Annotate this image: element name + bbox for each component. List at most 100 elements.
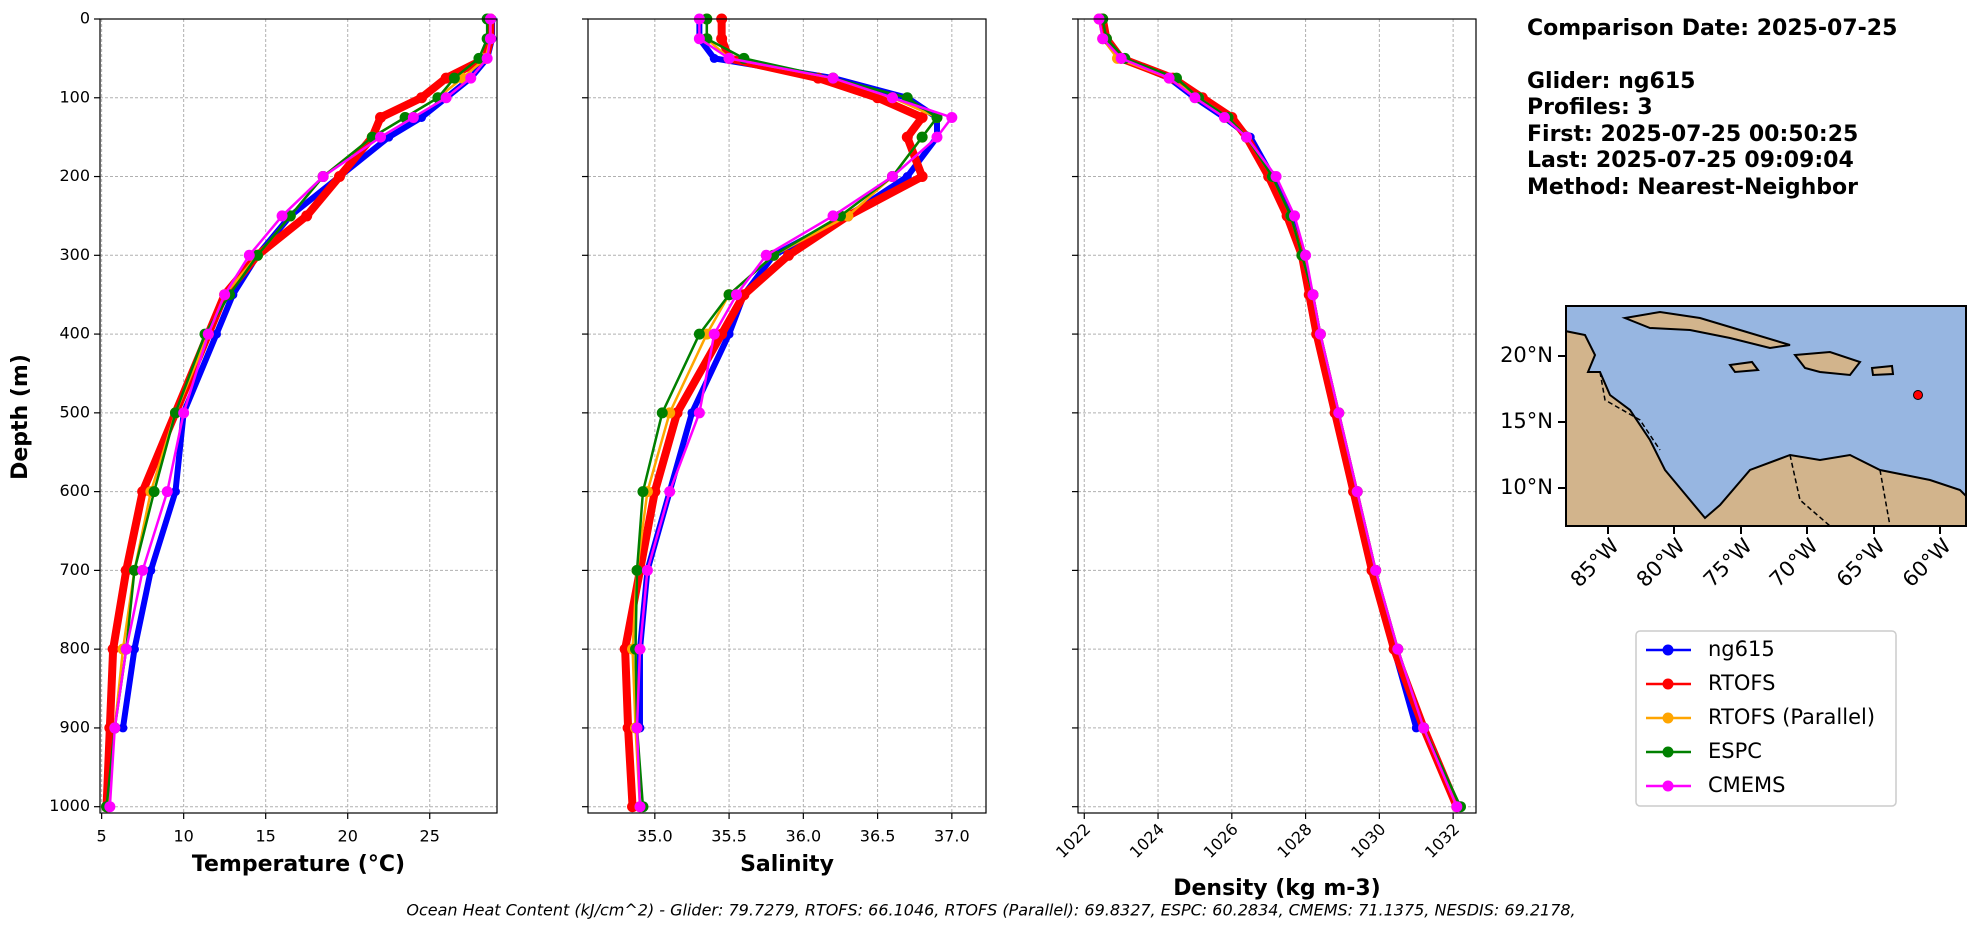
- profile-marker: [465, 72, 477, 84]
- profile-marker: [416, 92, 428, 104]
- x-tick-label: 20: [338, 827, 358, 846]
- y-axis-label: Depth (m): [8, 354, 33, 480]
- info-line: Comparison Date: 2025-07-25: [1527, 16, 1897, 41]
- profile-marker: [1451, 801, 1463, 813]
- profile-marker: [1300, 249, 1312, 261]
- y-tick-label: 300: [59, 245, 90, 264]
- x-tick-label: 1026: [1200, 820, 1242, 862]
- profile-marker: [1097, 33, 1109, 45]
- profile-marker: [109, 722, 121, 734]
- profile-marker: [641, 564, 653, 576]
- profile-marker: [782, 249, 794, 261]
- profile-marker: [693, 407, 705, 419]
- profile-marker: [161, 486, 173, 498]
- profile-marker: [1370, 564, 1382, 576]
- profile-marker: [137, 486, 149, 498]
- y-tick-label: 1000: [49, 796, 90, 815]
- legend-marker: [1662, 780, 1674, 792]
- profile-marker: [1307, 289, 1319, 301]
- map-frame: [1565, 305, 1967, 527]
- profile-marker: [916, 171, 928, 183]
- profile-line: [1097, 18, 1458, 808]
- profile-marker: [375, 131, 387, 143]
- footer: Ocean Heat Content (kJ/cm^2) - Glider: 7…: [406, 901, 1575, 920]
- profile-marker: [1163, 72, 1175, 84]
- profile-marker: [656, 407, 668, 419]
- x-tick-label: 1028: [1273, 820, 1315, 862]
- info-line: Method: Nearest-Neighbor: [1527, 175, 1858, 200]
- legend-label: RTOFS: [1708, 671, 1775, 695]
- map-lon-label: 80°W: [1632, 534, 1690, 592]
- profile-marker: [716, 33, 728, 45]
- profile-marker: [301, 210, 313, 222]
- profile-marker: [1289, 210, 1301, 222]
- profile-marker: [202, 328, 214, 340]
- profile-marker: [484, 33, 496, 45]
- profile-marker: [886, 92, 898, 104]
- profile-marker: [284, 210, 296, 222]
- profile-marker: [457, 72, 469, 84]
- y-tick-label: 500: [59, 402, 90, 421]
- map-lon-label: 60°W: [1898, 534, 1956, 592]
- profile-line: [636, 19, 940, 728]
- x-axis-label: Density (kg m-3): [1173, 876, 1381, 901]
- map-lon-label: 75°W: [1699, 534, 1757, 592]
- x-tick-label: 36.5: [860, 827, 896, 846]
- profile-marker: [148, 486, 160, 498]
- x-tick-label: 15: [256, 827, 276, 846]
- profile-marker: [137, 564, 149, 576]
- info-line: Glider: ng615: [1527, 69, 1695, 94]
- profile-marker: [634, 801, 646, 813]
- profile-marker: [129, 644, 139, 654]
- profile-marker: [916, 131, 928, 143]
- x-tick-label: 5: [97, 827, 107, 846]
- profile-marker: [276, 210, 288, 222]
- y-tick-label: 700: [59, 560, 90, 579]
- profile-marker: [946, 111, 958, 123]
- map-lat-label: 20°N: [1500, 343, 1553, 367]
- profile-marker: [169, 407, 181, 419]
- glider-location: [1913, 390, 1923, 400]
- profile-marker: [637, 486, 649, 498]
- profile-marker: [631, 564, 643, 576]
- profile-marker: [827, 72, 839, 84]
- profile-marker: [687, 408, 697, 418]
- profile-marker: [128, 564, 140, 576]
- legend: [1635, 630, 1897, 807]
- x-tick-label: 1024: [1126, 820, 1168, 862]
- axes-frame: [587, 18, 987, 814]
- profile-marker: [693, 33, 705, 45]
- profile-marker: [723, 52, 735, 64]
- map-land: [1793, 350, 1862, 377]
- profile-marker: [631, 722, 643, 734]
- profile-marker: [1218, 111, 1230, 123]
- legend-marker: [1662, 712, 1674, 724]
- profile-marker: [375, 111, 387, 123]
- profile-marker: [1189, 92, 1201, 104]
- profile-marker: [1314, 328, 1326, 340]
- y-tick-label: 400: [59, 324, 90, 343]
- x-tick-label: 1022: [1052, 820, 1094, 862]
- x-tick-label: 25: [420, 827, 440, 846]
- profile-marker: [120, 643, 132, 655]
- y-tick-label: 200: [59, 166, 90, 185]
- x-tick-label: 36.0: [786, 827, 822, 846]
- x-tick-label: 35.0: [637, 827, 673, 846]
- map-lat-label: 10°N: [1500, 475, 1553, 499]
- profile-marker: [1270, 171, 1282, 183]
- profile-marker: [886, 171, 898, 183]
- profile-marker: [1392, 643, 1404, 655]
- x-axis-label: Salinity: [740, 852, 834, 877]
- profile-marker: [118, 723, 128, 733]
- legend-label: RTOFS (Parallel): [1708, 705, 1875, 729]
- map-lon-label: 65°W: [1832, 534, 1890, 592]
- info-block: Comparison Date: 2025-07-25 Glider: ng61…: [1527, 16, 1897, 200]
- profile-marker: [708, 328, 720, 340]
- info-line: Last: 2025-07-25 09:09:04: [1527, 148, 1854, 173]
- x-tick-label: 37.0: [934, 827, 970, 846]
- profile-marker: [1418, 722, 1430, 734]
- y-tick-label: 900: [59, 717, 90, 736]
- legend-marker: [1662, 746, 1674, 758]
- legend-marker: [1662, 678, 1674, 690]
